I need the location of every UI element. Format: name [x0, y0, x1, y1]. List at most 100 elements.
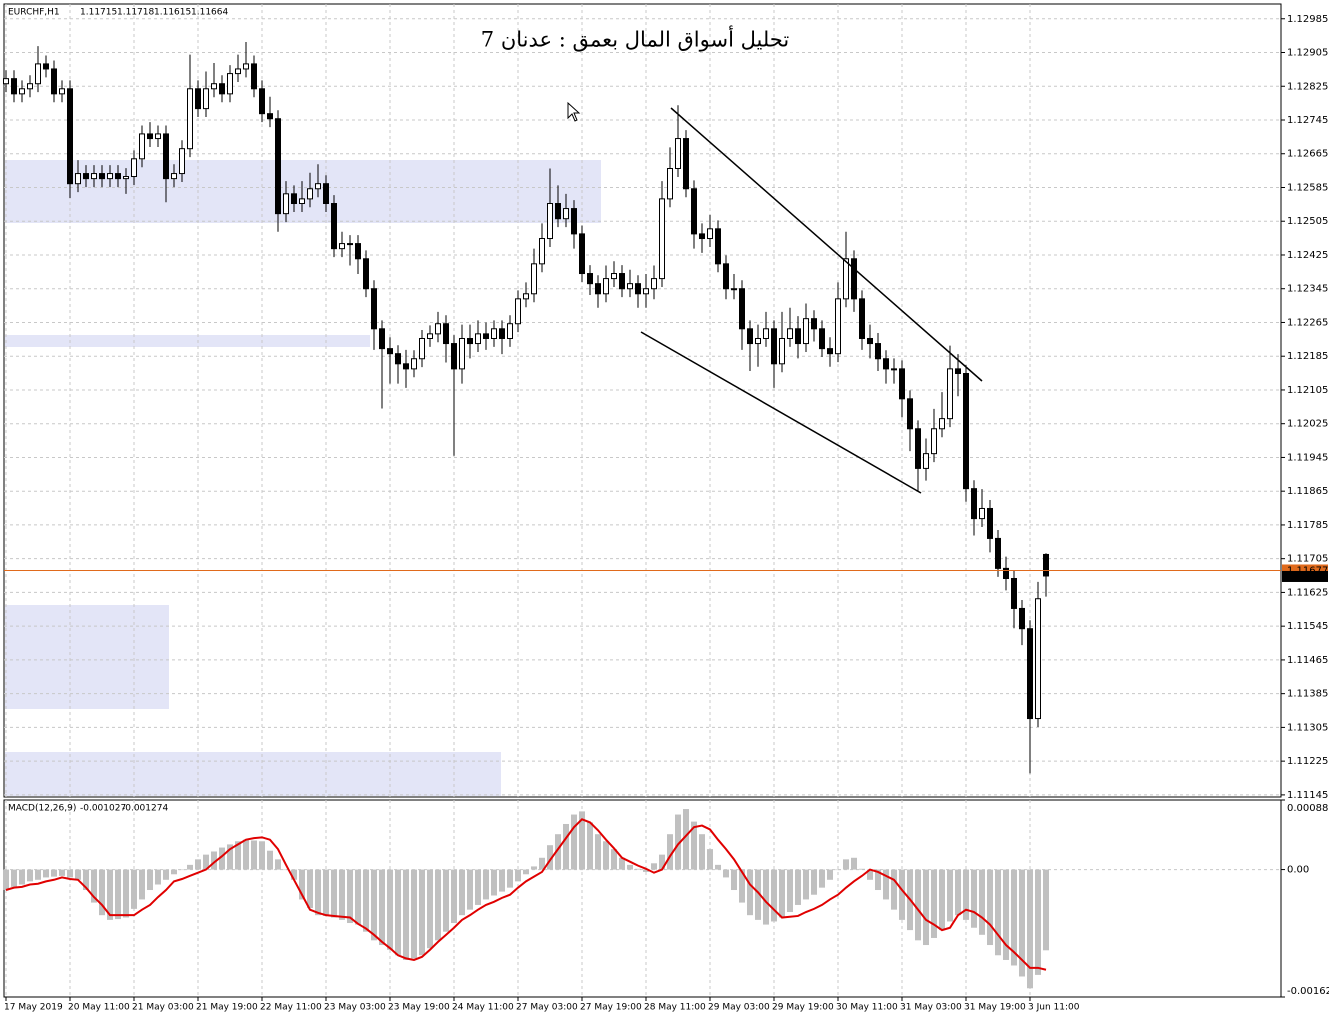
y-tick-label: 1.11945: [1287, 452, 1328, 463]
candle-body: [107, 173, 113, 180]
candle-body: [67, 88, 73, 185]
x-tick-label: 22 May 11:00: [260, 1003, 322, 1013]
y-tick-label: 1.11865: [1287, 486, 1328, 497]
zone: [5, 335, 370, 347]
macd-bar: [843, 859, 849, 870]
zone: [5, 160, 601, 223]
macd-bar: [243, 839, 249, 870]
candle-body: [603, 278, 609, 295]
candle-body: [1003, 567, 1009, 580]
candle-body: [987, 507, 993, 539]
macd-bar: [771, 869, 777, 922]
macd-bar: [803, 869, 809, 900]
macd-bar: [499, 869, 505, 892]
macd-bar: [347, 869, 353, 924]
x-tick-label: 24 May 11:00: [452, 1003, 514, 1013]
macd-bar: [27, 869, 33, 882]
macd-bar: [75, 869, 81, 880]
candle-body: [907, 398, 913, 430]
macd-bar: [1019, 869, 1025, 977]
macd-bar: [1011, 869, 1017, 966]
candle-body: [627, 283, 633, 290]
x-tick-label: 3 Jun 11:00: [1028, 1003, 1080, 1013]
y-tick-label: 1.12585: [1287, 182, 1328, 193]
macd-bar: [811, 869, 817, 895]
macd-bar: [539, 857, 545, 870]
macd-bar: [51, 869, 57, 877]
candle-body: [939, 418, 945, 430]
candle-body: [19, 88, 25, 95]
macd-bar: [443, 869, 449, 932]
chart-title: تحليل أسواق المال بعمق : عدنان 7: [481, 25, 790, 53]
macd-bar: [619, 857, 625, 870]
macd-bar: [411, 869, 417, 959]
macd-bar: [659, 854, 665, 870]
candle-body: [243, 63, 249, 70]
candle-body: [971, 488, 977, 520]
candle-body: [499, 328, 505, 339]
close: 1.11664: [191, 8, 228, 18]
macd-bar: [827, 869, 833, 880]
candle-body: [747, 328, 753, 345]
macd-bar: [267, 850, 273, 870]
y-tick-label: 1.12825: [1287, 81, 1328, 92]
macd-bar: [155, 869, 161, 885]
macd-bar: [779, 869, 785, 918]
candle-body: [291, 193, 297, 205]
macd-bar: [83, 869, 89, 891]
x-tick-label: 17 May 2019: [4, 1003, 63, 1013]
macd-bar: [563, 823, 569, 870]
candle-body: [1043, 553, 1049, 577]
macd-bar: [603, 841, 609, 870]
candle-body: [947, 368, 953, 420]
cursor: [567, 101, 581, 122]
candle-body: [507, 323, 513, 339]
macd-bar: [747, 869, 753, 916]
candle-body: [955, 368, 961, 375]
macd-bar: [171, 869, 177, 875]
high: 1.11718: [117, 8, 154, 18]
macd-bar: [1027, 869, 1033, 989]
x-tick-label: 31 May 03:00: [900, 1003, 962, 1013]
candle-body: [459, 337, 465, 370]
candle-body: [1011, 578, 1017, 609]
candle-body: [419, 337, 425, 360]
candle-body: [843, 258, 849, 300]
macd-bar: [955, 869, 961, 916]
y-tick-label: 1.11145: [1287, 790, 1328, 801]
y-tick-label: 1.12985: [1287, 14, 1328, 25]
candle-body: [83, 173, 89, 180]
candle-body: [59, 88, 65, 95]
macd-bar: [123, 869, 129, 918]
candle-body: [363, 258, 369, 290]
y-tick-label: 1.11305: [1287, 722, 1328, 733]
macd-bar: [107, 869, 113, 920]
macd-bar: [67, 869, 73, 878]
macd-bar: [963, 869, 969, 920]
macd-bar: [683, 809, 689, 870]
x-tick-label: 21 May 03:00: [132, 1003, 194, 1013]
macd-bar: [283, 869, 289, 871]
macd-bar: [435, 869, 441, 941]
macd-bar: [627, 864, 633, 870]
macd-bar: [931, 869, 937, 938]
candle-body: [11, 78, 17, 95]
candle-body: [619, 273, 625, 290]
macd-bar: [387, 869, 393, 950]
candle-body: [251, 63, 257, 90]
candle-body: [659, 198, 665, 280]
macd-bar: [587, 822, 593, 870]
candle-body: [467, 337, 473, 345]
candle-body: [523, 293, 529, 300]
candle-body: [707, 228, 713, 240]
y-tick-label: -0.001621: [1287, 986, 1329, 997]
macd-bar: [819, 869, 825, 888]
candle-body: [1019, 607, 1025, 630]
y-tick-label: 1.12345: [1287, 284, 1328, 295]
candle-body: [331, 203, 337, 250]
y-tick-label: 1.12505: [1287, 216, 1328, 227]
macd-bar: [899, 869, 905, 920]
x-tick-label: 27 May 03:00: [516, 1003, 578, 1013]
macd-bar: [699, 834, 705, 870]
macd-bar: [859, 868, 865, 870]
